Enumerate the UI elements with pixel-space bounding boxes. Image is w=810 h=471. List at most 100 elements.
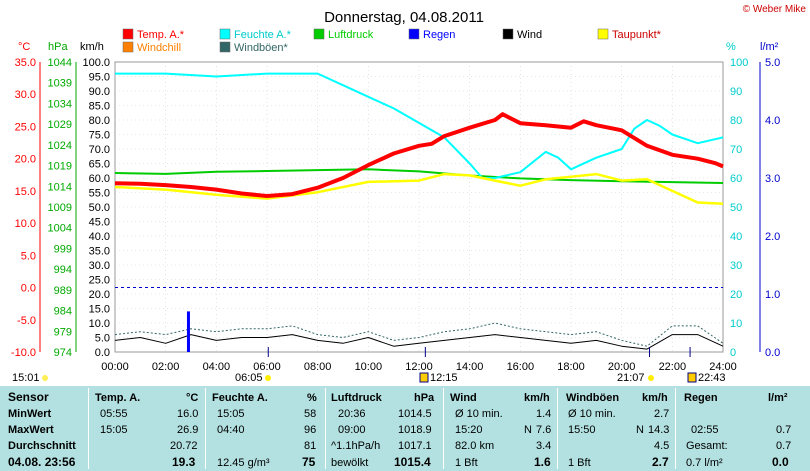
wind-current-extra: 1 Bft (455, 457, 478, 469)
x-tick-label: 10:00 (355, 361, 383, 373)
wind-tick-label: 85.0 (89, 101, 110, 113)
wind-tick-label: 35.0 (89, 246, 110, 258)
pressure-max-value: 1018.9 (398, 424, 432, 436)
column-separator (325, 388, 326, 469)
pressure-min-time: 20:36 (338, 408, 366, 420)
humidity-tick-label: 0 (730, 347, 736, 359)
plot-area (114, 61, 724, 353)
gust-max-value: 14.3 (648, 424, 670, 436)
summary-table: Sensor MinWert MaxWert Durchschnitt 04.0… (0, 386, 810, 471)
wind-tick-label: 15.0 (89, 304, 110, 316)
sunrise-icon (265, 375, 271, 381)
axis-ticks: 35.0 30.0 25.0 20.0 15.0 10.0 5.0 0.0 -5.0 -10.0 1… (11, 57, 780, 373)
pressure-tick-label: 1039 (48, 78, 72, 90)
x-tick-label: 22:00 (659, 361, 687, 373)
column-separator (88, 388, 89, 469)
row-label-sensor: Sensor (8, 390, 49, 404)
rain-tick-label: 2.0 (765, 231, 780, 243)
rain-unit: l/m² (768, 392, 788, 404)
pressure-tick-label: 1044 (48, 57, 72, 69)
humidity-current-value: 75 (302, 455, 316, 469)
x-tick-label: 08:00 (304, 361, 332, 373)
row-label-min: MinWert (8, 408, 52, 420)
pressure-header: Luftdruck (331, 392, 382, 404)
x-tick-label: 04:00 (203, 361, 231, 373)
temp-max-value: 26.9 (177, 424, 199, 436)
pressure-avg-value: 1017.1 (398, 440, 432, 452)
x-tick-label: 24:00 (709, 361, 737, 373)
humidity-max-value: 96 (304, 424, 317, 436)
wind-tick-label: 65.0 (89, 159, 110, 171)
wind-avg-extra: 82.0 km (455, 440, 495, 452)
humidity-tick-label: 20 (730, 289, 742, 301)
gust-current-extra: 1 Bft (568, 457, 591, 469)
gust-min-value: 2.7 (654, 408, 670, 420)
pressure-tick-label: 1029 (48, 119, 72, 131)
pressure-current-value: 1015.4 (394, 455, 431, 469)
x-tick-label: 14:00 (456, 361, 484, 373)
weather-chart: Donnerstag, 04.08.2011 © Weber Mike Temp… (10, 4, 807, 384)
wind-max-time: 15:20 (455, 424, 483, 436)
humidity-max-time: 04:40 (217, 424, 245, 436)
temp-max-time: 15:05 (100, 424, 128, 436)
pressure-tick-label: 984 (54, 306, 72, 318)
rain-max-value: 0.7 (776, 424, 792, 436)
wind-tick-label: 55.0 (89, 188, 110, 200)
wind-min-label: Ø 10 min. (455, 408, 503, 420)
temp-min-value: 16.0 (177, 408, 199, 420)
temp-tick-label: -10.0 (11, 347, 36, 359)
temp-current-value: 19.3 (172, 455, 196, 469)
gust-avg-value: 4.5 (654, 440, 670, 452)
gust-current-value: 2.7 (652, 455, 669, 469)
humidity-tick-label: 50 (730, 202, 742, 214)
wind-tick-label: 30.0 (89, 260, 110, 272)
wind-header: Wind (450, 392, 477, 404)
humidity-tick-label: 70 (730, 144, 742, 156)
humidity-unit-label: % (726, 41, 736, 53)
sun-moon-row: 15:01 06:05 12:15 21:07 22:43 (12, 347, 726, 384)
pressure-unit: hPa (414, 392, 435, 404)
x-tick-label: 20:00 (608, 361, 636, 373)
rain-avg-extra: Gesamt: (686, 440, 728, 452)
rain-unit-label: l/m² (760, 41, 779, 53)
wind-tick-label: 25.0 (89, 275, 110, 287)
pressure-max-time: 09:00 (338, 424, 366, 436)
wind-min-value: 1.4 (536, 408, 552, 420)
humidity-tick-label: 40 (730, 231, 742, 243)
legend-label: Windböen* (234, 42, 289, 54)
wind-unit: km/h (524, 392, 550, 404)
legend-swatch (313, 28, 325, 40)
gust-unit: km/h (642, 392, 668, 404)
gust-max-time: 15:50 (568, 424, 596, 436)
wind-tick-label: 100.0 (82, 57, 110, 69)
pressure-tick-label: 1014 (48, 181, 72, 193)
legend-label: Feuchte A.* (234, 29, 292, 41)
wind-tick-label: 75.0 (89, 130, 110, 142)
x-tick-label: 16:00 (507, 361, 535, 373)
humidity-header: Feuchte A. (212, 392, 268, 404)
rain-tick-label: 4.0 (765, 115, 780, 127)
pressure-avg-extra: ^1.1hPa/h (331, 440, 381, 452)
rain-tick-label: 0.0 (765, 347, 780, 359)
legend-label: Temp. A.* (137, 29, 185, 41)
humidity-tick-label: 90 (730, 86, 742, 98)
temp-tick-label: 35.0 (15, 57, 36, 69)
pressure-tick-label: 974 (54, 347, 72, 359)
pressure-tick-label: 1004 (48, 223, 72, 235)
row-label-avg: Durchschnitt (8, 440, 76, 452)
sunset-time-label: 21:07 (617, 372, 645, 384)
x-tick-label: 02:00 (152, 361, 180, 373)
moonset-time-label: 22:43 (698, 372, 726, 384)
humidity-min-value: 58 (304, 408, 317, 420)
rain-current-value: 0.0 (772, 455, 789, 469)
temp-tick-label: 0.0 (21, 283, 36, 295)
sunset-icon (648, 375, 654, 381)
legend-label: Regen (423, 29, 455, 41)
temp-tick-label: 30.0 (15, 89, 36, 101)
legend-swatch (219, 41, 231, 53)
temp-header: Temp. A. (95, 392, 141, 404)
pressure-tick-label: 999 (54, 243, 72, 255)
legend-label: Windchill (137, 42, 181, 54)
moon-icon (419, 372, 429, 383)
x-tick-label: 18:00 (557, 361, 585, 373)
